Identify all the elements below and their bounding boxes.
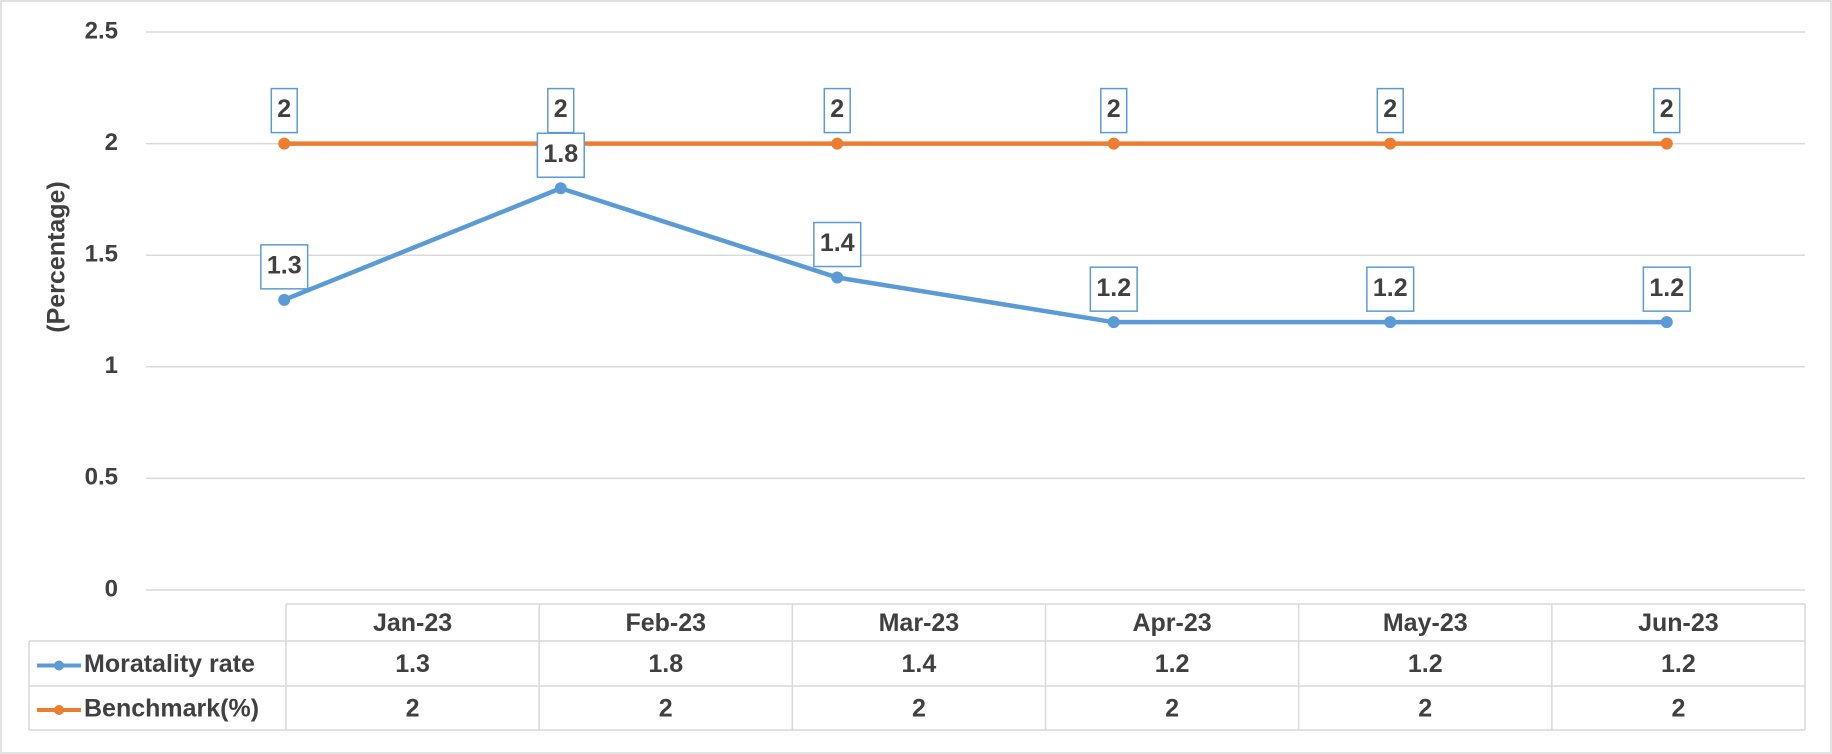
- table-value: 1.4: [902, 650, 937, 678]
- data-label: 2: [1107, 95, 1121, 123]
- data-label-box: [270, 87, 298, 134]
- table-value: 2: [1165, 695, 1179, 723]
- y-axis-label: (Percentage): [43, 181, 71, 332]
- x-tick-label: Apr-23: [1132, 609, 1211, 637]
- data-label-box: [536, 132, 585, 178]
- data-label-box: [260, 244, 309, 290]
- y-tick-label: 1.5: [85, 241, 118, 268]
- data-label-box: [1366, 266, 1415, 312]
- x-tick-label: Feb-23: [625, 609, 706, 637]
- legend-marker: [54, 705, 64, 715]
- data-label-box: [1100, 87, 1128, 134]
- data-label: 1.8: [543, 140, 578, 168]
- table-value: 2: [912, 695, 926, 723]
- x-tick-label: Jan-23: [373, 609, 452, 637]
- point: [278, 137, 291, 150]
- point: [1384, 316, 1397, 329]
- table-value: 2: [406, 695, 420, 723]
- point: [1384, 137, 1397, 150]
- point: [278, 293, 291, 306]
- point: [1107, 316, 1120, 329]
- y-tick-label: 0: [105, 575, 118, 602]
- y-tick-label: 2.5: [85, 17, 118, 44]
- y-tick-label: 2: [105, 129, 118, 156]
- table-value: 1.2: [1408, 650, 1443, 678]
- table-value: 2: [1671, 695, 1685, 723]
- data-label-box: [823, 87, 851, 134]
- y-tick-label: 1: [105, 352, 118, 379]
- legend-label: Benchmark(%): [84, 695, 259, 723]
- point: [554, 182, 567, 195]
- point: [1107, 137, 1120, 150]
- x-tick-label: Mar-23: [879, 609, 960, 637]
- data-label: 2: [830, 95, 844, 123]
- table-value: 1.2: [1661, 650, 1696, 678]
- data-label: 1.2: [1649, 274, 1684, 302]
- data-label: 1.4: [820, 229, 855, 257]
- data-label-box: [813, 221, 862, 268]
- data-label-box: [1089, 266, 1138, 312]
- data-label-box: [1376, 87, 1404, 134]
- table-value: 1.8: [648, 650, 683, 678]
- point: [831, 137, 844, 150]
- legend-label: Moratality rate: [84, 650, 255, 678]
- data-label: 1.2: [1096, 274, 1131, 302]
- data-label: 2: [1660, 95, 1674, 123]
- point: [1660, 316, 1673, 329]
- point: [831, 271, 844, 284]
- table-value: 2: [659, 695, 673, 723]
- table-value: 2: [1418, 695, 1432, 723]
- x-tick-label: May-23: [1383, 609, 1468, 637]
- legend-marker: [54, 660, 64, 671]
- data-label: 2: [554, 95, 568, 123]
- data-label: 2: [1383, 95, 1397, 123]
- table-value: 1.2: [1155, 650, 1190, 678]
- y-tick-label: 0.5: [85, 464, 118, 491]
- point: [1660, 137, 1673, 150]
- data-label: 2: [277, 95, 291, 123]
- series-line: [283, 185, 1667, 325]
- data-label-box: [1642, 266, 1691, 312]
- data-label-box: [547, 87, 575, 134]
- data-label: 1.3: [267, 251, 302, 279]
- table-value: 1.3: [395, 650, 430, 678]
- data-label: 1.2: [1373, 274, 1408, 302]
- x-tick-label: Jun-23: [1638, 609, 1719, 637]
- data-label-box: [1653, 87, 1681, 134]
